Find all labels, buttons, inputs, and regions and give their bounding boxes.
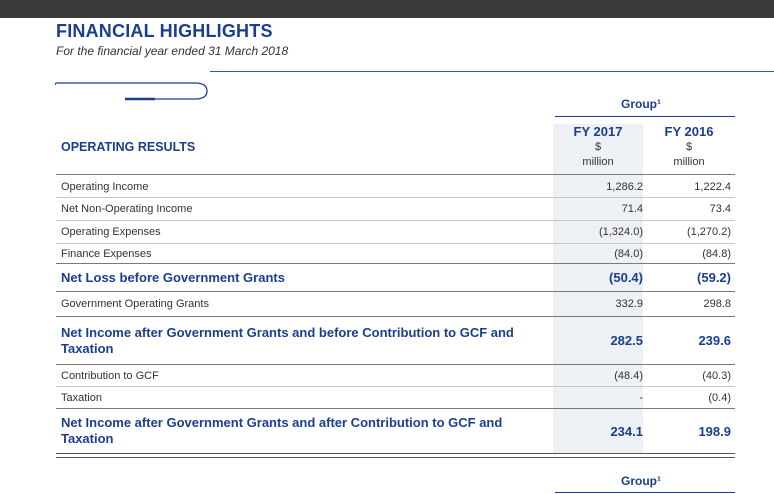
table-row: Government Operating Grants 332.9 298.8: [56, 292, 735, 316]
group-underline: [555, 116, 735, 117]
table-row: Taxation - (0.4): [56, 387, 735, 408]
group-underline: [555, 492, 735, 493]
value-fy2016: 1,222.4: [694, 180, 731, 193]
table-row: Net Non-Operating Income 71.4 73.4: [56, 198, 735, 220]
group-label: Group¹: [621, 97, 661, 111]
value-fy2016: 239.6: [698, 333, 731, 348]
table-row: Finance Expenses (84.0) (84.8): [56, 244, 735, 263]
value-fy2016: (0.4): [708, 391, 731, 404]
value-fy2017: 71.4: [621, 203, 643, 215]
page-subtitle: For the financial year ended 31 March 20…: [56, 44, 289, 58]
table-rule: [56, 174, 735, 175]
value-fy2016: 298.8: [703, 298, 731, 310]
table-rule: [56, 316, 735, 317]
value-fy2017: (50.4): [609, 270, 643, 285]
row-divider: [56, 386, 735, 387]
value-fy2016: (84.8): [702, 247, 731, 260]
header-rule: [210, 71, 774, 72]
section-heading: OPERATING RESULTS: [61, 140, 196, 154]
row-label: Operating Income: [61, 180, 149, 193]
table-row: Operating Expenses (1,324.0) (1,270.2): [56, 221, 735, 243]
column-currency: $: [685, 141, 693, 153]
value-fy2017: (1,324.0): [598, 226, 643, 238]
table-row: Contribution to GCF (48.4) (40.3): [56, 365, 735, 386]
row-label: Net Income after Government Grants and b…: [61, 324, 514, 356]
value-fy2017: (84.0): [614, 247, 643, 260]
table-row-subtotal: Net Loss before Government Grants (50.4)…: [56, 264, 735, 291]
table-row-subtotal: Net Income after Government Grants and b…: [56, 317, 735, 364]
value-fy2016: 73.4: [709, 203, 731, 215]
row-divider: [56, 243, 735, 244]
value-fy2017: 234.1: [610, 423, 643, 439]
row-divider: [56, 197, 735, 198]
value-fy2017: 332.9: [615, 298, 643, 310]
value-fy2017: (48.4): [614, 369, 643, 382]
table-rule: [56, 364, 735, 365]
column-unit: million: [673, 156, 705, 168]
row-label: Net Loss before Government Grants: [61, 269, 285, 285]
value-fy2016: 198.9: [698, 423, 731, 439]
table-rule: [56, 291, 735, 292]
column-currency: $: [594, 141, 602, 153]
value-fy2017: -: [639, 391, 643, 404]
next-group-label: Group¹: [621, 474, 661, 488]
table-double-rule: [56, 453, 735, 458]
column-year: FY 2016: [664, 124, 714, 139]
column-year: FY 2017: [573, 124, 623, 139]
table-row-total: Net Income after Government Grants and a…: [56, 409, 735, 453]
tab-decoration-icon: [55, 82, 208, 101]
row-label: Net Non-Operating Income: [61, 203, 193, 215]
column-header-fy2017: FY 2017 $ million: [563, 124, 633, 168]
column-unit: million: [582, 156, 614, 168]
top-bar: [0, 0, 774, 18]
row-label: Contribution to GCF: [61, 369, 159, 382]
row-label: Operating Expenses: [61, 226, 161, 238]
row-label: Finance Expenses: [61, 247, 152, 260]
value-fy2017: 1,286.2: [606, 180, 643, 193]
page-title: FINANCIAL HIGHLIGHTS: [56, 21, 273, 41]
fy2017-column-highlight: [553, 124, 643, 454]
table-rule: [56, 408, 735, 409]
value-fy2016: (40.3): [702, 369, 731, 382]
value-fy2017: 282.5: [610, 333, 643, 348]
row-divider: [56, 220, 735, 221]
value-fy2016: (59.2): [697, 270, 731, 285]
table-row: Operating Income 1,286.2 1,222.4: [56, 176, 735, 197]
row-label: Net Income after Government Grants and a…: [61, 415, 503, 446]
row-label: Government Operating Grants: [61, 298, 209, 310]
column-header-fy2016: FY 2016 $ million: [654, 124, 724, 168]
value-fy2016: (1,270.2): [686, 226, 731, 238]
table-rule: [56, 263, 735, 264]
row-label: Taxation: [61, 391, 102, 404]
